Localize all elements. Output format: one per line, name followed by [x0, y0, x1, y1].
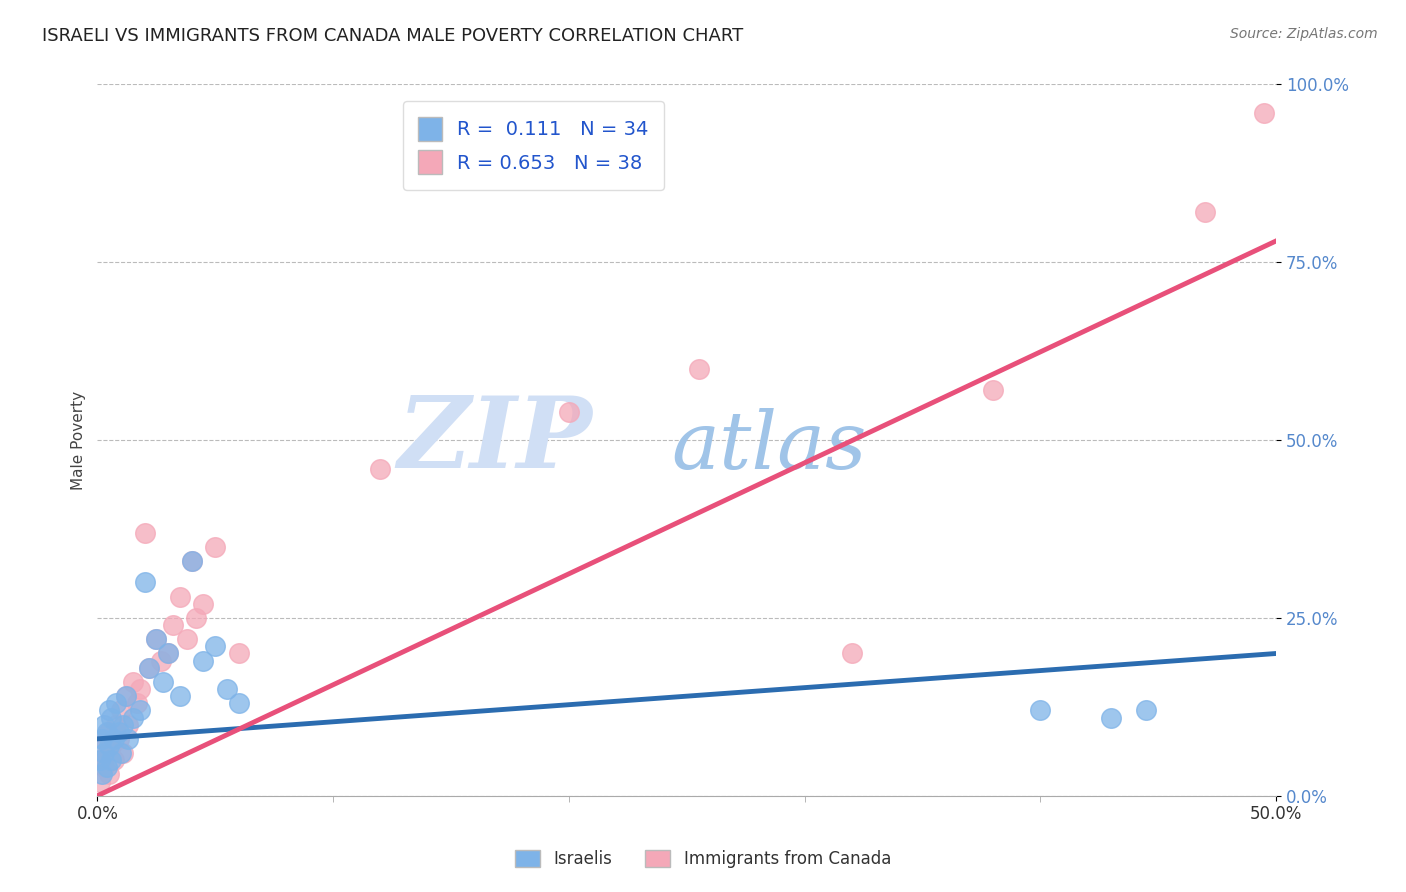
Point — [180, 554, 202, 568]
Point — [228, 647, 250, 661]
Point — [100, 753, 122, 767]
Point — [117, 731, 139, 746]
Point — [105, 717, 128, 731]
Point — [981, 384, 1004, 398]
Point — [204, 540, 226, 554]
Point — [841, 647, 863, 661]
Point — [1135, 703, 1157, 717]
Point — [91, 753, 114, 767]
Point — [193, 654, 215, 668]
Text: ISRAELI VS IMMIGRANTS FROM CANADA MALE POVERTY CORRELATION CHART: ISRAELI VS IMMIGRANTS FROM CANADA MALE P… — [42, 27, 744, 45]
Text: atlas: atlas — [672, 409, 868, 486]
Point — [121, 710, 143, 724]
Point — [204, 640, 226, 654]
Point — [121, 675, 143, 690]
Point — [186, 611, 208, 625]
Point — [157, 647, 180, 661]
Point — [103, 731, 125, 746]
Point — [128, 703, 150, 717]
Point — [114, 689, 136, 703]
Point — [93, 746, 115, 760]
Point — [105, 696, 128, 710]
Y-axis label: Male Poverty: Male Poverty — [72, 391, 86, 490]
Point — [127, 696, 149, 710]
Point — [114, 689, 136, 703]
Point — [558, 404, 581, 418]
Point — [91, 767, 114, 781]
Point — [100, 710, 122, 724]
Point — [688, 362, 710, 376]
Point — [103, 753, 125, 767]
Point — [107, 731, 129, 746]
Point — [150, 654, 173, 668]
Point — [368, 461, 391, 475]
Point — [110, 746, 132, 760]
Point — [96, 760, 118, 774]
Point — [1194, 205, 1216, 219]
Point — [169, 590, 191, 604]
Point — [96, 746, 118, 760]
Point — [145, 632, 167, 647]
Point — [169, 689, 191, 703]
Point — [138, 661, 160, 675]
Text: Source: ZipAtlas.com: Source: ZipAtlas.com — [1230, 27, 1378, 41]
Point — [1099, 710, 1122, 724]
Point — [162, 618, 184, 632]
Point — [98, 703, 121, 717]
Point — [89, 753, 111, 767]
Point — [98, 724, 121, 739]
Legend: R =  0.111   N = 34, R = 0.653   N = 38: R = 0.111 N = 34, R = 0.653 N = 38 — [402, 102, 664, 190]
Point — [128, 681, 150, 696]
Point — [98, 739, 121, 753]
Point — [96, 724, 118, 739]
Point — [93, 717, 115, 731]
Point — [138, 661, 160, 675]
Point — [107, 724, 129, 739]
Point — [134, 525, 156, 540]
Point — [176, 632, 198, 647]
Point — [145, 632, 167, 647]
Point — [100, 739, 122, 753]
Point — [1029, 703, 1052, 717]
Point — [112, 717, 135, 731]
Point — [193, 597, 215, 611]
Point — [157, 647, 180, 661]
Point — [93, 731, 115, 746]
Point — [228, 696, 250, 710]
Point — [91, 731, 114, 746]
Point — [110, 703, 132, 717]
Point — [134, 575, 156, 590]
Legend: Israelis, Immigrants from Canada: Israelis, Immigrants from Canada — [508, 843, 898, 875]
Point — [98, 767, 121, 781]
Point — [117, 717, 139, 731]
Point — [215, 681, 238, 696]
Point — [180, 554, 202, 568]
Point — [1253, 106, 1275, 120]
Point — [89, 774, 111, 789]
Point — [152, 675, 174, 690]
Point — [93, 760, 115, 774]
Point — [112, 746, 135, 760]
Text: ZIP: ZIP — [398, 392, 592, 488]
